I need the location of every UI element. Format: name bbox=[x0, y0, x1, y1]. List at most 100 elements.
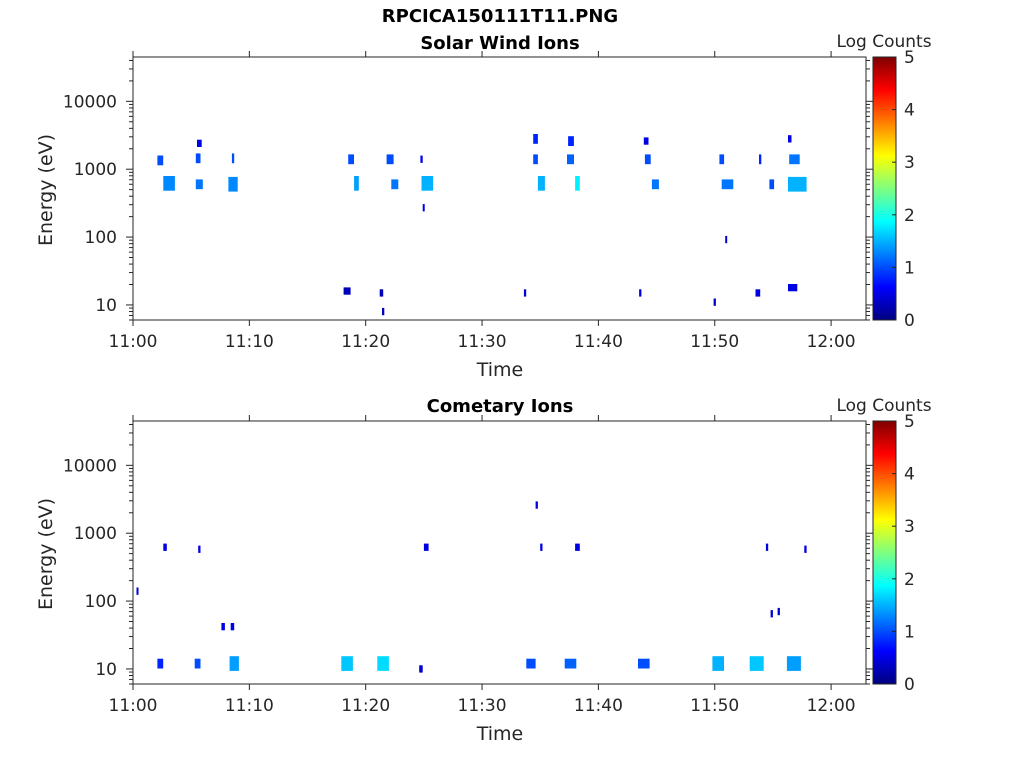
y-axis-label-solar-wind: Energy (eV) bbox=[35, 134, 57, 246]
heatmap-cell bbox=[379, 289, 384, 297]
heatmap-cell bbox=[537, 176, 545, 191]
heatmap-cell bbox=[755, 289, 761, 297]
x-tick-label: 12:00 bbox=[807, 332, 856, 352]
heatmap-cell bbox=[197, 139, 202, 147]
colorbar-gradient bbox=[872, 420, 897, 685]
colorbar-tick-label: 1 bbox=[904, 258, 915, 278]
heatmap-cell bbox=[422, 204, 425, 212]
heatmap-cell bbox=[348, 154, 354, 165]
heatmap-cell bbox=[391, 179, 399, 190]
heatmap-cell bbox=[786, 656, 801, 671]
heatmap-cell bbox=[231, 153, 235, 164]
colorbar-tick-label: 1 bbox=[904, 622, 915, 642]
heatmap-cell bbox=[535, 501, 538, 509]
heatmap-cell bbox=[533, 134, 538, 144]
y-axis-label-cometary: Energy (eV) bbox=[35, 498, 57, 610]
figure-title: RPCICA150111T11.PNG bbox=[381, 6, 619, 27]
colorbar-solar-wind: Log Counts 0 1 2 3 4 5 bbox=[836, 32, 931, 331]
heatmap-cells-solar-wind bbox=[157, 134, 807, 316]
y-tick-label: 1000 bbox=[74, 160, 117, 180]
heatmap-cell bbox=[643, 137, 649, 145]
heatmap-cell bbox=[382, 307, 385, 316]
x-tick-label: 11:40 bbox=[574, 696, 623, 716]
heatmap-cell bbox=[788, 284, 798, 292]
colorbar-tick-label: 3 bbox=[904, 153, 915, 173]
y-tick-label: 10000 bbox=[63, 92, 117, 112]
heatmap-cell bbox=[638, 658, 650, 669]
colorbar-label-cometary: Log Counts bbox=[836, 396, 931, 416]
x-tick-label: 11:30 bbox=[458, 332, 507, 352]
heatmap-cell bbox=[765, 543, 769, 551]
x-tick-label: 11:50 bbox=[690, 696, 739, 716]
colorbar-tick-label: 0 bbox=[904, 675, 915, 695]
heatmap-cell bbox=[377, 656, 389, 671]
heatmap-cell bbox=[564, 658, 577, 669]
heatmap-cell bbox=[533, 154, 538, 165]
heatmap-cell bbox=[136, 587, 139, 595]
heatmap-cell bbox=[770, 610, 773, 618]
y-tick-label: 100 bbox=[85, 228, 117, 248]
heatmap-cell bbox=[721, 179, 734, 190]
y-axis-cometary: 10 100 1000 10000 bbox=[63, 423, 873, 685]
heatmap-cell bbox=[725, 235, 728, 244]
x-tick-label: 11:00 bbox=[109, 332, 158, 352]
heatmap-cell bbox=[420, 155, 423, 163]
heatmap-cell bbox=[568, 136, 574, 146]
heatmap-cell bbox=[157, 658, 164, 669]
heatmap-cell bbox=[644, 154, 651, 165]
colorbar-tick-label: 4 bbox=[904, 101, 915, 121]
heatmap-cell bbox=[526, 658, 536, 669]
heatmap-cell bbox=[198, 545, 201, 553]
heatmap-cell bbox=[221, 623, 225, 631]
colorbar-tick-label: 3 bbox=[904, 517, 915, 537]
heatmap-cell bbox=[651, 179, 659, 190]
heatmap-cell bbox=[419, 665, 423, 673]
y-tick-label: 10000 bbox=[63, 456, 117, 476]
x-tick-label: 11:20 bbox=[341, 696, 390, 716]
colorbar-tick-label: 0 bbox=[904, 311, 915, 331]
y-tick-label: 100 bbox=[85, 592, 117, 612]
x-tick-label: 11:10 bbox=[225, 332, 274, 352]
x-tick-label: 12:00 bbox=[807, 696, 856, 716]
heatmap-cell bbox=[719, 154, 725, 165]
plot-area-cometary bbox=[132, 420, 867, 685]
colorbar-tick-label: 5 bbox=[904, 48, 915, 68]
heatmap-cell bbox=[540, 543, 543, 551]
heatmap-cell bbox=[228, 176, 238, 192]
y-axis-solar-wind: 10 100 1000 10000 bbox=[63, 59, 873, 321]
heatmap-cell bbox=[195, 179, 203, 190]
heatmap-cell bbox=[749, 656, 764, 671]
heatmap-cell bbox=[769, 179, 775, 190]
heatmap-cell bbox=[712, 656, 724, 671]
heatmap-cell bbox=[575, 176, 580, 191]
x-tick-label: 11:40 bbox=[574, 332, 623, 352]
heatmap-cell bbox=[421, 176, 434, 191]
heatmap-cell bbox=[639, 289, 642, 297]
heatmap-cell bbox=[713, 298, 716, 306]
colorbar-label-solar-wind: Log Counts bbox=[836, 32, 931, 52]
x-axis-label-solar-wind: Time bbox=[476, 359, 524, 381]
y-tick-label: 10 bbox=[95, 296, 117, 316]
colorbar-cometary: Log Counts 0 1 2 3 4 5 bbox=[836, 396, 931, 695]
y-tick-label: 10 bbox=[95, 660, 117, 680]
heatmap-cell bbox=[229, 656, 239, 671]
colorbar-tick-label: 4 bbox=[904, 465, 915, 485]
heatmap-cell bbox=[194, 658, 201, 669]
y-tick-label: 1000 bbox=[74, 524, 117, 544]
colorbar-tick-label: 2 bbox=[904, 206, 915, 226]
x-tick-label: 11:20 bbox=[341, 332, 390, 352]
x-tick-label: 11:00 bbox=[109, 696, 158, 716]
panel-title-cometary: Cometary Ions bbox=[427, 396, 574, 417]
heatmap-cell bbox=[788, 176, 807, 192]
heatmap-cell bbox=[788, 135, 792, 143]
heatmap-cell bbox=[759, 154, 762, 165]
colorbar-tick-label: 5 bbox=[904, 412, 915, 432]
heatmap-cell bbox=[341, 656, 353, 671]
x-tick-label: 11:30 bbox=[458, 696, 507, 716]
x-tick-label: 11:10 bbox=[225, 696, 274, 716]
panel-title-solar-wind: Solar Wind Ions bbox=[420, 33, 579, 54]
heatmap-cell bbox=[163, 176, 175, 191]
